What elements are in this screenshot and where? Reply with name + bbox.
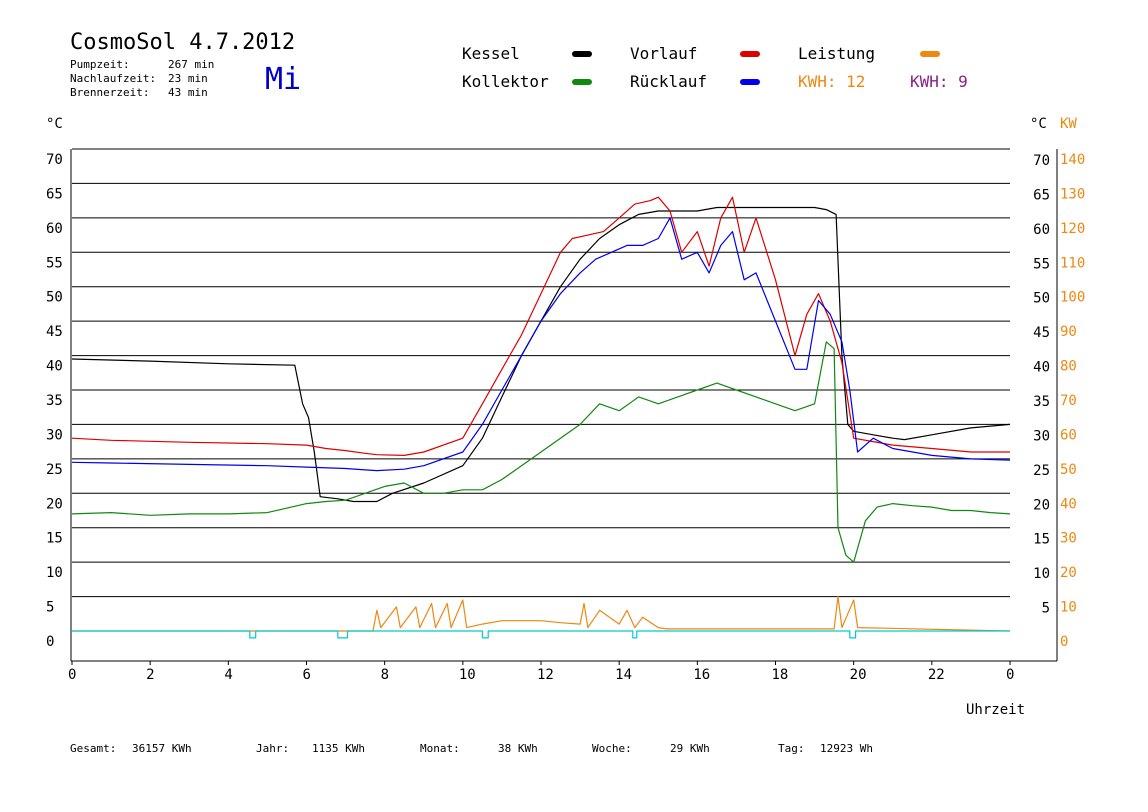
x-tick-label: 4 [224, 667, 232, 683]
footer-tag-value: 12923 Wh [820, 742, 873, 755]
y-tick-power: 30 [1060, 531, 1077, 547]
y-tick-power: 120 [1060, 221, 1085, 237]
y-tick-power: 80 [1060, 359, 1077, 375]
footer-woche-value: 29 KWh [670, 742, 710, 755]
y-tick-left: 5 [46, 600, 54, 616]
y-tick-right: 10 [1033, 566, 1050, 582]
y-tick-right: 5 [1042, 601, 1050, 617]
legend-kwh-ruecklauf: KWH: 9 [910, 72, 968, 91]
y-tick-left: 70 [46, 152, 63, 168]
x-tick-label: 18 [772, 667, 789, 683]
y-tick-power: 0 [1060, 634, 1068, 650]
y-axis-label-power: KW [1060, 116, 1077, 132]
y-tick-right: 40 [1033, 360, 1050, 376]
stat-brennerzeit-label: Brennerzeit: [70, 86, 150, 99]
y-tick-power: 20 [1060, 565, 1077, 581]
x-tick-label: 12 [537, 667, 554, 683]
legend-leistung: Leistung [798, 44, 876, 63]
legend-ruecklauf: Rücklauf [630, 72, 708, 91]
series-line-kollektor [71, 341, 1011, 563]
y-tick-right: 20 [1033, 497, 1050, 513]
y-tick-left: 15 [46, 531, 63, 547]
y-tick-power: 130 [1060, 186, 1085, 202]
x-tick-label: 14 [615, 667, 632, 683]
y-tick-power: 60 [1060, 427, 1077, 443]
y-tick-right: 25 [1033, 463, 1050, 479]
y-axis-label-right: °C [1030, 116, 1047, 132]
y-tick-left: 55 [46, 255, 63, 271]
footer-jahr-value: 1135 KWh [312, 742, 365, 755]
y-tick-right: 15 [1033, 532, 1050, 548]
y-tick-power: 110 [1060, 255, 1085, 271]
stat-brennerzeit-value: 43 min [168, 86, 208, 99]
y-tick-left: 20 [46, 496, 63, 512]
y-tick-right: 60 [1033, 222, 1050, 238]
x-tick-label: 8 [381, 667, 389, 683]
y-tick-right: 50 [1033, 291, 1050, 307]
footer-monat-value: 38 KWh [498, 742, 538, 755]
y-tick-right: 35 [1033, 394, 1050, 410]
y-tick-power: 90 [1060, 324, 1077, 340]
stat-nachlaufzeit-value: 23 min [168, 72, 208, 85]
y-tick-power: 40 [1060, 496, 1077, 512]
x-tick-label: 10 [459, 667, 476, 683]
x-tick-label: 16 [693, 667, 710, 683]
y-tick-left: 40 [46, 359, 63, 375]
footer-woche-label: Woche: [592, 742, 632, 755]
stat-pumpzeit-label: Pumpzeit: [70, 58, 130, 71]
x-tick-label: 6 [303, 667, 311, 683]
legend-kollektor-swatch [572, 79, 592, 85]
stat-pumpzeit-value: 267 min [168, 58, 215, 71]
y-tick-left: 25 [46, 462, 63, 478]
series-line-brenner [72, 630, 1010, 639]
footer-tag-label: Tag: [778, 742, 805, 755]
y-tick-left: 60 [46, 221, 63, 237]
y-tick-left: 30 [46, 427, 63, 443]
y-tick-left: 35 [46, 393, 63, 409]
y-tick-right: 70 [1033, 153, 1050, 169]
app-title: CosmoSol 4.7.2012 [70, 30, 296, 55]
x-tick-label: 2 [146, 667, 154, 683]
y-tick-left: 45 [46, 324, 63, 340]
y-tick-power: 140 [1060, 152, 1085, 168]
y-tick-right: 30 [1033, 428, 1050, 444]
x-axis-label: Uhrzeit [966, 702, 1025, 718]
weekday-label: Mi [265, 62, 302, 97]
legend-vorlauf: Vorlauf [630, 44, 698, 63]
x-tick-label: 0 [1006, 667, 1014, 683]
footer-monat-label: Monat: [420, 742, 460, 755]
y-tick-power: 70 [1060, 393, 1077, 409]
footer-jahr-label: Jahr: [256, 742, 290, 755]
y-tick-power: 50 [1060, 462, 1077, 478]
series-line-kessel [71, 206, 1011, 503]
stat-nachlaufzeit-label: Nachlaufzeit: [70, 72, 157, 85]
x-tick-label: 22 [928, 667, 945, 683]
footer-gesamt-label: Gesamt: [70, 742, 117, 755]
legend-kessel-swatch [572, 51, 592, 57]
legend-kwh-leistung: KWH: 12 [798, 72, 866, 91]
y-tick-right: 45 [1033, 325, 1050, 341]
y-tick-left: 0 [46, 634, 54, 650]
y-tick-right: 55 [1033, 256, 1050, 272]
legend-kollektor: Kollektor [462, 72, 549, 91]
legend-ruecklauf-swatch [740, 79, 760, 85]
y-axis-label-left: °C [46, 116, 63, 132]
series-line-leistung [72, 595, 1011, 632]
legend-vorlauf-swatch [740, 51, 760, 57]
x-tick-label: 0 [68, 667, 76, 683]
series-line-r-cklauf [71, 217, 1011, 472]
footer-gesamt-value: 36157 KWh [132, 742, 192, 755]
y-tick-power: 10 [1060, 600, 1077, 616]
legend-kessel: Kessel [462, 44, 520, 63]
y-tick-left: 50 [46, 290, 63, 306]
legend-leistung-swatch [920, 51, 940, 57]
y-tick-left: 10 [46, 565, 63, 581]
x-tick-label: 20 [850, 667, 867, 683]
series-line-vorlauf [71, 196, 1010, 456]
y-tick-right: 65 [1033, 187, 1050, 203]
y-tick-left: 65 [46, 186, 63, 202]
y-tick-power: 100 [1060, 290, 1085, 306]
